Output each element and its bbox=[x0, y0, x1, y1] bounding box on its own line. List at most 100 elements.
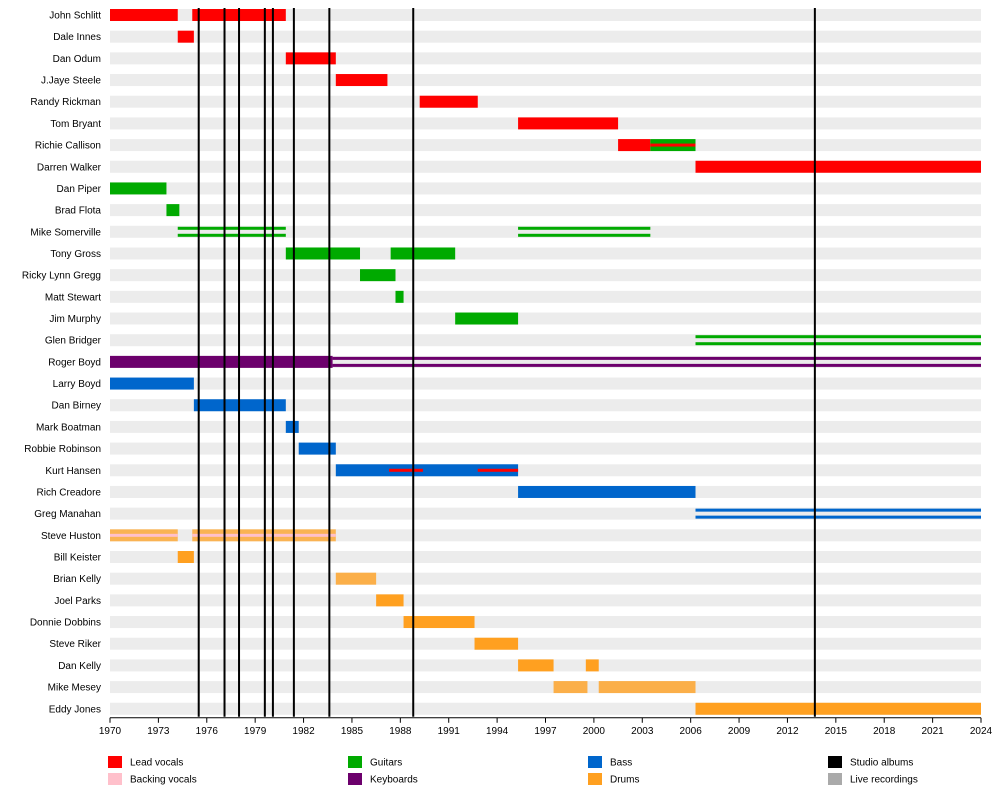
member-bar bbox=[285, 52, 336, 65]
x-tick-label: 1997 bbox=[534, 726, 557, 737]
row-band bbox=[110, 204, 981, 217]
row-band bbox=[110, 551, 981, 563]
member-name: Joel Parks bbox=[54, 596, 101, 607]
member-bar bbox=[166, 204, 180, 217]
x-tick-label: 1988 bbox=[389, 726, 412, 737]
legend-swatch bbox=[588, 773, 602, 785]
member-bar bbox=[585, 659, 599, 672]
row-band bbox=[110, 182, 981, 195]
member-name: Kurt Hansen bbox=[45, 466, 101, 477]
member-bar bbox=[332, 356, 982, 360]
x-tick-label: 2021 bbox=[921, 726, 944, 737]
studio-album-lines bbox=[197, 8, 816, 717]
member-bar bbox=[298, 442, 336, 455]
member-name: Richie Callison bbox=[35, 141, 101, 152]
x-tick-label: 2006 bbox=[680, 726, 703, 737]
member-bar bbox=[695, 508, 981, 512]
member-bar bbox=[695, 515, 981, 519]
member-bar bbox=[335, 572, 377, 585]
member-bar bbox=[518, 659, 554, 672]
member-name: Brad Flota bbox=[55, 206, 102, 217]
row-band bbox=[110, 225, 981, 238]
x-tick-label: 2012 bbox=[776, 726, 799, 737]
member-name: Jim Murphy bbox=[49, 314, 101, 325]
x-tick-label: 1976 bbox=[196, 726, 219, 737]
member-bar bbox=[695, 702, 981, 715]
member-bar bbox=[477, 468, 519, 472]
row-band bbox=[110, 30, 981, 43]
row-band bbox=[110, 637, 981, 650]
member-name: Randy Rickman bbox=[30, 97, 101, 108]
member-bar bbox=[177, 226, 286, 230]
member-name: Dan Piper bbox=[57, 184, 102, 195]
member-bar bbox=[419, 95, 478, 108]
member-bar bbox=[598, 681, 696, 694]
member-name: John Schlitt bbox=[49, 11, 101, 22]
member-bar bbox=[285, 420, 299, 433]
member-bar bbox=[455, 312, 519, 325]
member-name: Darren Walker bbox=[37, 162, 102, 173]
row-band bbox=[110, 572, 981, 585]
member-bar bbox=[335, 74, 388, 87]
member-bar bbox=[390, 247, 456, 260]
member-bar bbox=[110, 377, 194, 390]
x-tick-label: 2024 bbox=[970, 726, 993, 737]
row-band bbox=[110, 139, 981, 152]
legend-label: Backing vocals bbox=[130, 775, 197, 786]
legend-swatch bbox=[348, 773, 362, 785]
member-name: J.Jaye Steele bbox=[41, 76, 101, 87]
x-tick-label: 2003 bbox=[631, 726, 654, 737]
x-tick-label: 1973 bbox=[147, 726, 170, 737]
legend-label: Keyboards bbox=[370, 775, 418, 786]
legend-swatch bbox=[828, 773, 842, 785]
member-bar bbox=[518, 485, 696, 498]
member-bar bbox=[650, 143, 696, 147]
member-bar bbox=[553, 681, 588, 694]
x-tick-label: 1970 bbox=[99, 726, 122, 737]
member-name: Dale Innes bbox=[53, 32, 101, 43]
x-tick-label: 1982 bbox=[292, 726, 315, 737]
member-bars bbox=[110, 9, 982, 715]
member-name: Tony Gross bbox=[50, 249, 101, 260]
row-band bbox=[110, 290, 981, 303]
member-name: Dan Odum bbox=[53, 54, 101, 65]
member-bar bbox=[177, 233, 286, 237]
row-band bbox=[110, 594, 981, 607]
member-bar bbox=[110, 355, 333, 368]
x-axis: 1970 1973 1976 1979 1982 1985 1988 1991 1994 1997… bbox=[99, 717, 993, 737]
member-bar bbox=[177, 551, 194, 563]
member-bar bbox=[285, 247, 361, 260]
row-band bbox=[110, 312, 981, 325]
member-bar bbox=[110, 9, 178, 21]
member-name: Brian Kelly bbox=[53, 574, 101, 585]
member-name: Mark Boatman bbox=[36, 422, 101, 433]
member-bar bbox=[335, 464, 519, 477]
member-name: Roger Boyd bbox=[48, 357, 101, 368]
legend-swatch bbox=[108, 756, 122, 768]
x-tick-label: 2015 bbox=[825, 726, 848, 737]
member-name: Dan Kelly bbox=[58, 661, 101, 672]
member-bar bbox=[618, 139, 651, 152]
row-band bbox=[110, 74, 981, 87]
member-bar bbox=[518, 117, 619, 130]
row-band bbox=[110, 442, 981, 455]
legend: Lead vocals Backing vocals Guitars Keyboard… bbox=[108, 756, 918, 786]
member-names: John Schlitt Dale Innes Dan Odum J.Jaye Ste… bbox=[22, 11, 102, 716]
legend-swatch bbox=[828, 756, 842, 768]
row-band bbox=[110, 247, 981, 260]
member-bar bbox=[474, 637, 519, 650]
member-bar bbox=[518, 226, 651, 230]
member-name: Dan Birney bbox=[52, 401, 101, 412]
member-name: Bill Keister bbox=[54, 553, 102, 564]
member-name: Ricky Lynn Gregg bbox=[22, 271, 101, 282]
row-band bbox=[110, 95, 981, 108]
member-bar bbox=[518, 233, 651, 237]
member-name: Robbie Robinson bbox=[24, 444, 101, 455]
x-tick-label: 2018 bbox=[873, 726, 896, 737]
x-tick-label: 2009 bbox=[728, 726, 751, 737]
member-name: Larry Boyd bbox=[53, 379, 101, 390]
member-name: Eddy Jones bbox=[49, 704, 101, 715]
legend-swatch bbox=[108, 773, 122, 785]
row-band bbox=[110, 399, 981, 412]
